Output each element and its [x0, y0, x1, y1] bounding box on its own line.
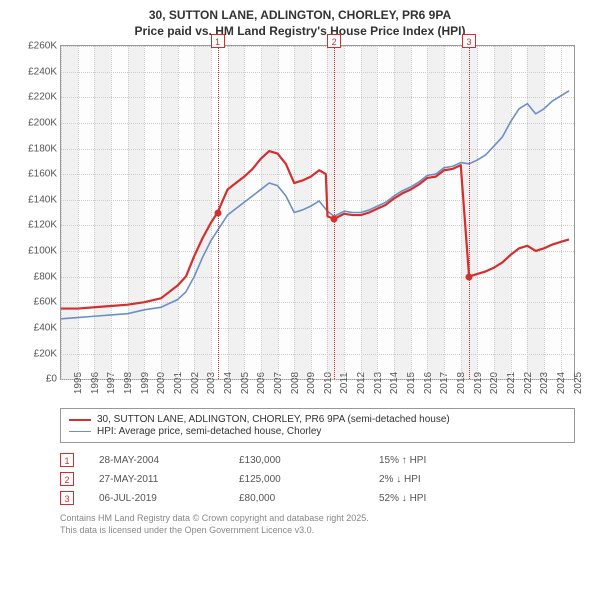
sales-row: 2 27-MAY-2011 £125,000 2% ↓ HPI: [60, 472, 585, 486]
sales-delta: 15% ↑ HPI: [379, 455, 494, 466]
sales-date: 28-MAY-2004: [99, 455, 214, 466]
sales-price: £130,000: [239, 455, 354, 466]
ytick-label: £100K: [28, 246, 57, 257]
legend-label-hpi: HPI: Average price, semi-detached house,…: [97, 426, 321, 437]
ytick-label: £120K: [28, 220, 57, 231]
legend-label-property: 30, SUTTON LANE, ADLINGTON, CHORLEY, PR6…: [97, 414, 450, 425]
chart-titles: 30, SUTTON LANE, ADLINGTON, CHORLEY, PR6…: [15, 8, 585, 39]
ytick-label: £200K: [28, 118, 57, 129]
ytick-label: £240K: [28, 66, 57, 77]
sales-row: 3 06-JUL-2019 £80,000 52% ↓ HPI: [60, 491, 585, 505]
sales-delta: 2% ↓ HPI: [379, 474, 494, 485]
footer-line-1: Contains HM Land Registry data © Crown c…: [60, 513, 585, 525]
ytick-label: £20K: [34, 348, 57, 359]
legend-row-property: 30, SUTTON LANE, ADLINGTON, CHORLEY, PR6…: [69, 414, 566, 425]
sales-price: £80,000: [239, 493, 354, 504]
sale-marker-dot: [214, 209, 221, 216]
ytick-label: £160K: [28, 169, 57, 180]
ytick-label: £180K: [28, 143, 57, 154]
footer-attribution: Contains HM Land Registry data © Crown c…: [60, 513, 585, 536]
sales-num-box: 1: [60, 453, 74, 467]
sales-row: 1 28-MAY-2004 £130,000 15% ↑ HPI: [60, 453, 585, 467]
sales-num-box: 3: [60, 491, 74, 505]
chart-plot-area: £0£20K£40K£60K£80K£100K£120K£140K£160K£1…: [60, 45, 575, 380]
sales-date: 27-MAY-2011: [99, 474, 214, 485]
sales-num-box: 2: [60, 472, 74, 486]
ytick-label: £140K: [28, 194, 57, 205]
ytick-label: £260K: [28, 41, 57, 52]
sales-table: 1 28-MAY-2004 £130,000 15% ↑ HPI 2 27-MA…: [60, 453, 585, 505]
sale-marker-dot: [331, 216, 338, 223]
title-line-2: Price paid vs. HM Land Registry's House …: [15, 24, 585, 40]
legend-swatch-property: [69, 419, 91, 421]
sales-price: £125,000: [239, 474, 354, 485]
sales-delta: 52% ↓ HPI: [379, 493, 494, 504]
legend-swatch-hpi: [69, 431, 91, 432]
ytick-label: £40K: [34, 322, 57, 333]
sale-marker-label: 2: [327, 34, 341, 48]
legend: 30, SUTTON LANE, ADLINGTON, CHORLEY, PR6…: [60, 408, 575, 443]
legend-row-hpi: HPI: Average price, semi-detached house,…: [69, 426, 566, 437]
sale-marker-label: 3: [462, 34, 476, 48]
sales-date: 06-JUL-2019: [99, 493, 214, 504]
ytick-label: £0: [46, 374, 57, 385]
ytick-label: £60K: [34, 297, 57, 308]
ytick-label: £220K: [28, 92, 57, 103]
ytick-label: £80K: [34, 271, 57, 282]
footer-line-2: This data is licensed under the Open Gov…: [60, 525, 585, 537]
sale-marker-label: 1: [211, 34, 225, 48]
sale-marker-dot: [466, 273, 473, 280]
title-line-1: 30, SUTTON LANE, ADLINGTON, CHORLEY, PR6…: [15, 8, 585, 24]
